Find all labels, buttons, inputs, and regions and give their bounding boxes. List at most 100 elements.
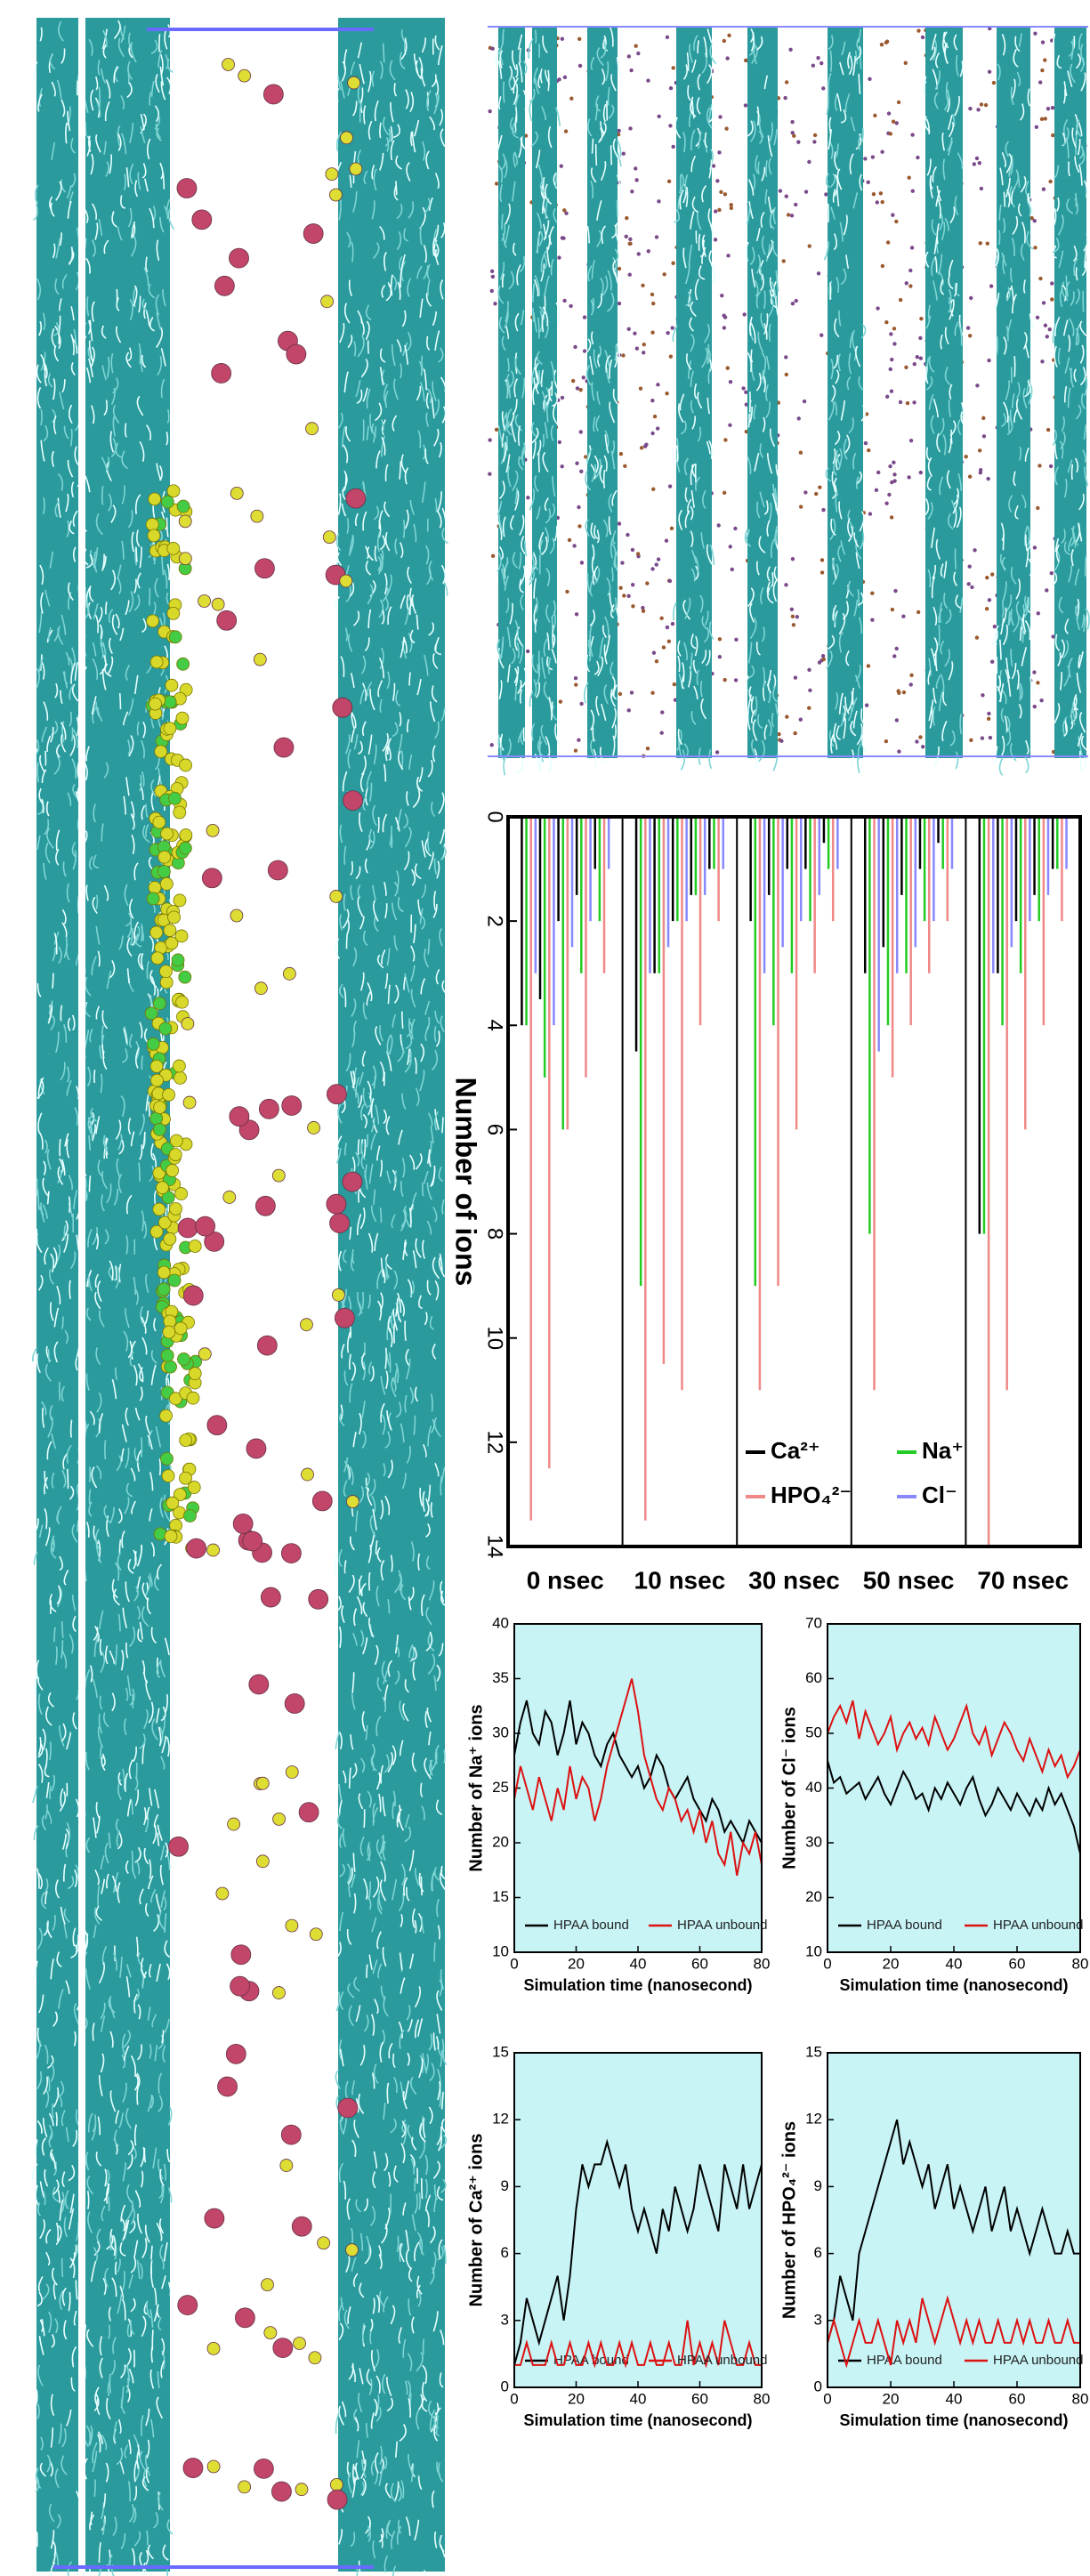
solvent-ion bbox=[617, 128, 621, 133]
membrane-texture bbox=[542, 451, 549, 472]
membrane-texture bbox=[387, 1751, 394, 1773]
membrane-texture bbox=[856, 723, 863, 746]
membrane-texture bbox=[153, 2512, 159, 2529]
membrane-texture bbox=[403, 813, 408, 829]
membrane-texture bbox=[373, 917, 379, 933]
solvent-ion bbox=[717, 655, 723, 659]
membrane-texture bbox=[832, 557, 837, 579]
solvent-ion bbox=[892, 460, 896, 464]
membrane-texture bbox=[440, 1580, 445, 1603]
membrane-texture bbox=[609, 401, 616, 424]
membrane-texture bbox=[498, 514, 505, 536]
membrane-texture bbox=[948, 289, 952, 304]
membrane-texture bbox=[63, 1023, 68, 1043]
membrane-texture bbox=[375, 2375, 381, 2394]
membrane-texture bbox=[123, 1330, 129, 1352]
membrane-texture bbox=[610, 567, 614, 582]
membrane-texture bbox=[424, 1710, 428, 1728]
membrane-texture bbox=[380, 1376, 386, 1395]
membrane-texture bbox=[33, 1551, 38, 1565]
membrane-texture bbox=[441, 507, 447, 524]
membrane-texture bbox=[690, 530, 694, 548]
membrane-texture bbox=[372, 2171, 376, 2189]
membrane-texture bbox=[940, 279, 945, 295]
membrane-texture bbox=[416, 776, 424, 793]
membrane-texture bbox=[31, 2163, 38, 2180]
membrane-texture bbox=[418, 1872, 424, 1893]
membrane-texture bbox=[414, 119, 420, 137]
membrane-texture bbox=[85, 2425, 92, 2446]
membrane-texture bbox=[599, 747, 604, 764]
membrane-texture bbox=[408, 754, 413, 770]
membrane-texture bbox=[408, 1644, 414, 1659]
membrane-texture bbox=[380, 1402, 385, 1423]
membrane-texture bbox=[149, 935, 155, 952]
membrane-texture bbox=[361, 2451, 365, 2465]
membrane-texture bbox=[351, 2464, 356, 2485]
ion bbox=[146, 614, 159, 628]
membrane-texture bbox=[158, 34, 161, 52]
ion bbox=[178, 552, 192, 566]
membrane-texture bbox=[395, 181, 398, 196]
membrane-texture bbox=[843, 214, 848, 236]
membrane-texture bbox=[545, 508, 552, 524]
membrane-texture bbox=[694, 635, 698, 657]
membrane-texture bbox=[61, 1833, 67, 1850]
membrane-texture bbox=[44, 589, 51, 607]
membrane-texture bbox=[86, 2175, 94, 2195]
membrane-texture bbox=[96, 2228, 101, 2243]
membrane-texture bbox=[767, 196, 772, 214]
membrane-texture bbox=[117, 1613, 121, 1632]
membrane-texture bbox=[37, 1743, 44, 1758]
membrane-texture bbox=[441, 1117, 444, 1134]
membrane-texture bbox=[33, 61, 38, 81]
membrane-texture bbox=[1014, 505, 1019, 520]
membrane-texture bbox=[105, 2183, 110, 2204]
ion bbox=[232, 1513, 254, 1534]
membrane-texture bbox=[396, 230, 402, 251]
membrane-texture bbox=[354, 1151, 360, 1167]
membrane-texture bbox=[390, 2118, 397, 2134]
membrane-texture bbox=[401, 310, 407, 327]
membrane-texture bbox=[410, 1018, 416, 1039]
membrane-texture bbox=[434, 93, 439, 108]
ion bbox=[168, 1836, 189, 1857]
membrane-texture bbox=[93, 1925, 97, 1939]
membrane-texture bbox=[765, 401, 771, 419]
membrane-texture bbox=[925, 118, 931, 134]
membrane-texture bbox=[61, 734, 67, 753]
membrane-texture bbox=[346, 518, 350, 534]
membrane-texture bbox=[1021, 621, 1024, 643]
membrane-texture bbox=[162, 2045, 166, 2063]
membrane-texture bbox=[1061, 416, 1065, 432]
membrane-texture bbox=[369, 2318, 374, 2332]
solvent-ion bbox=[889, 515, 894, 520]
membrane-texture bbox=[400, 254, 406, 276]
membrane-texture bbox=[709, 544, 715, 565]
ion bbox=[340, 131, 353, 145]
membrane-texture bbox=[379, 1025, 384, 1042]
membrane-texture bbox=[75, 2571, 79, 2576]
membrane-texture bbox=[435, 1030, 440, 1047]
membrane-texture bbox=[166, 563, 171, 581]
membrane-texture bbox=[398, 2483, 402, 2502]
membrane-texture bbox=[823, 241, 830, 261]
ion bbox=[152, 997, 166, 1011]
membrane-texture bbox=[428, 852, 434, 870]
membrane-texture bbox=[90, 1107, 97, 1122]
membrane-texture bbox=[36, 2291, 43, 2307]
solvent-ion bbox=[627, 272, 632, 277]
membrane-texture bbox=[513, 83, 519, 106]
solvent-ion bbox=[892, 472, 897, 477]
membrane-texture bbox=[436, 2127, 442, 2145]
membrane-texture bbox=[708, 107, 715, 124]
membrane-texture bbox=[104, 1842, 109, 1864]
membrane-texture bbox=[1012, 294, 1018, 314]
membrane-texture bbox=[521, 446, 525, 466]
membrane-texture bbox=[343, 893, 346, 911]
solvent-ion bbox=[796, 416, 801, 421]
membrane-texture bbox=[163, 2241, 168, 2262]
membrane-texture bbox=[85, 1837, 91, 1853]
membrane-texture bbox=[593, 455, 599, 473]
membrane-texture bbox=[65, 1980, 70, 1994]
